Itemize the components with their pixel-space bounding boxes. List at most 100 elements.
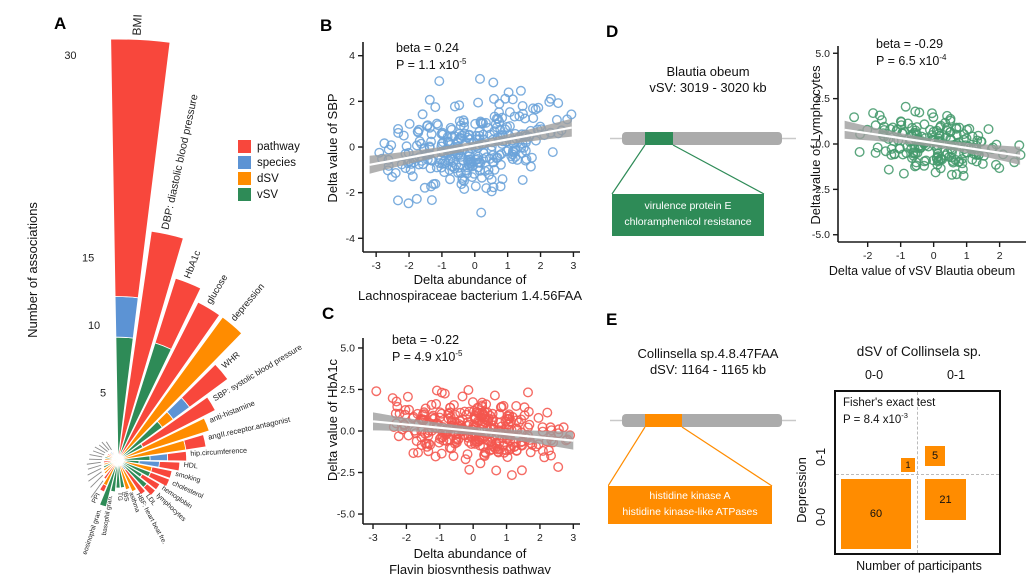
svg-text:2.5: 2.5	[815, 93, 830, 105]
annotation-box: histidine kinase A histidine kinase-like…	[608, 486, 772, 524]
scatter-plot-sbp: -3 -2 -1 0 1 2 3 4 2 0 -2 -4	[346, 42, 580, 272]
panel-d-y-axis-label: Delta value of Lymphocytes	[808, 65, 823, 225]
svg-text:0.0: 0.0	[815, 139, 830, 151]
tiny-label-stroke	[90, 480, 104, 498]
legend-item-dsv: dSV	[238, 172, 300, 185]
spoke-label: HbA1c	[182, 249, 203, 280]
svg-text:-2: -2	[346, 187, 355, 199]
diagram-title: Blautia obeum vSV: 3019 - 3020 kb	[649, 64, 767, 96]
tiny-label-stroke	[101, 441, 110, 451]
tiny-label-stroke	[87, 464, 102, 470]
beta-value: beta = 0.24	[396, 41, 459, 55]
svg-text:2: 2	[349, 96, 355, 108]
tiny-label-stroke	[88, 471, 102, 482]
svg-text:3: 3	[571, 260, 577, 272]
diagram-title: Collinsella sp.4.8.47FAA dSV: 1164 - 116…	[637, 346, 779, 378]
mosaic-x-axis-label: Number of participants	[856, 559, 982, 573]
polar-fan-chart: BMI DBP: diastolic blood pressure HbA1cglu…	[64, 14, 304, 556]
panel-b-x-axis-label: Delta abundance of Lachnospiraceae bacte…	[357, 272, 583, 304]
svg-text:0: 0	[349, 142, 355, 154]
radial-axis-tick: 5	[100, 388, 106, 400]
tiny-label-stroke	[92, 450, 105, 456]
spoke-label: glucose	[203, 272, 229, 306]
scatter-plot-hba1c: -3 -2 -1 0 1 2 3 5.0 2.5 0.0 -2.5 -5.0	[337, 338, 580, 544]
svg-text:-2: -2	[402, 532, 411, 544]
beta-value: beta = -0.29	[876, 37, 944, 51]
panel-d-stats: beta = -0.29 P = 6.5 x10-4	[876, 36, 947, 70]
svg-text:-5.0: -5.0	[337, 509, 355, 521]
svg-text:-1: -1	[435, 532, 444, 544]
panel-b: B beta = 0.24 P = 1.1 x10-5 Delta value …	[310, 6, 610, 303]
legend-label: dSV	[257, 172, 279, 185]
svg-text:2: 2	[997, 250, 1003, 262]
svg-text:4: 4	[349, 50, 355, 62]
tiny-label-stroke	[87, 467, 102, 476]
svg-text:0: 0	[472, 260, 478, 272]
dsv-swatch	[238, 172, 251, 185]
spoke-label: PPI	[91, 492, 102, 505]
panel-a-y-axis-label: Number of associations	[25, 202, 40, 338]
tiny-label-stroke	[86, 461, 101, 465]
genome-bar-diagram	[608, 414, 796, 487]
annotation-box: virulence protein E chloramphenicol resi…	[612, 194, 764, 236]
p-value: P = 1.1 x10-5	[396, 56, 467, 73]
svg-text:-3: -3	[368, 532, 377, 544]
regression-line	[369, 126, 572, 166]
panel-e-letter: E	[606, 310, 618, 329]
svg-text:2.5: 2.5	[340, 384, 355, 396]
mosaic-square: 5	[925, 446, 945, 466]
svg-text:2: 2	[537, 532, 543, 544]
panel-c-stats: beta = -0.22 P = 4.9 x10-5	[392, 332, 463, 366]
genome-bar-diagram	[610, 132, 796, 195]
panel-a-letter: A	[54, 14, 67, 33]
svg-text:0: 0	[470, 532, 476, 544]
svg-text:-1: -1	[437, 260, 446, 272]
sv-segment	[645, 414, 682, 427]
tiny-label-stroke	[89, 454, 103, 458]
mosaic-row-label-1: 0-0	[814, 507, 828, 527]
species-swatch	[238, 156, 251, 169]
pathway-swatch	[238, 140, 251, 153]
svg-text:-2.5: -2.5	[337, 467, 355, 479]
tiny-label-stroke	[98, 444, 108, 452]
mosaic-dashed-hline	[836, 474, 999, 475]
tiny-label-stroke	[105, 441, 112, 451]
scatter-plot-lymphocytes: -2 -1 0 1 2 5.0 2.5 0.0 -2.5 -5.0	[812, 46, 1026, 262]
spoke-label: eosinophil gran.	[82, 508, 104, 556]
svg-text:-1: -1	[896, 250, 905, 262]
regression-line	[844, 128, 1021, 157]
svg-text:1: 1	[505, 260, 511, 272]
sv-diagram-collinsella: Collinsella sp.4.8.47FAA dSV: 1164 - 116…	[608, 346, 808, 524]
svg-text:-3: -3	[371, 260, 380, 272]
svg-text:1: 1	[504, 532, 510, 544]
legend-item-vsv: vSV	[238, 188, 300, 201]
radial-axis-tick: 15	[82, 253, 94, 265]
panel-d: D Blautia obeum vSV: 3019 - 3020 kb viru…	[600, 6, 1030, 294]
legend-item-pathway: pathway	[238, 140, 300, 153]
panel-d-scatter-area: beta = -0.29 P = 6.5 x10-4 Delta value o…	[808, 6, 1030, 294]
svg-text:-2: -2	[404, 260, 413, 272]
svg-text:0.0: 0.0	[340, 426, 355, 438]
legend: pathway species dSV vSV	[238, 140, 300, 201]
svg-text:-2.5: -2.5	[812, 184, 830, 196]
axes: -3 -2 -1 0 1 2 3 4 2 0 -2 -4	[346, 42, 580, 272]
panel-d-x-axis-label: Delta value of vSV Blautia obeum	[828, 264, 1016, 278]
panel-e: E Collinsella sp.4.8.47FAA dSV: 1164 - 1…	[600, 294, 1030, 574]
svg-text:5.0: 5.0	[340, 342, 355, 354]
svg-text:5.0: 5.0	[815, 48, 830, 60]
mosaic-plot-area: dSV of Collinsela sp. 0-0 0-1 0-1 0-0 De…	[794, 318, 1030, 574]
panel-b-letter: B	[320, 16, 333, 35]
spoke-label: HDL	[183, 462, 198, 470]
svg-text:0: 0	[931, 250, 937, 262]
spoke-label: depression	[228, 281, 266, 323]
svg-text:-5.0: -5.0	[812, 229, 830, 241]
spoke-label: IBS	[121, 491, 130, 502]
legend-label: vSV	[257, 188, 279, 201]
spoke-label: DBP: diastolic blood pressure	[160, 93, 201, 231]
legend-label: species	[257, 156, 296, 169]
svg-text:2: 2	[538, 260, 544, 272]
polar-wedges: BMI DBP: diastolic blood pressure HbA1cglu…	[82, 14, 304, 556]
legend-item-species: species	[238, 156, 300, 169]
axes: -2 -1 0 1 2 5.0 2.5 0.0 -2.5 -5.0	[812, 46, 1026, 262]
tiny-label-stroke	[90, 474, 104, 488]
